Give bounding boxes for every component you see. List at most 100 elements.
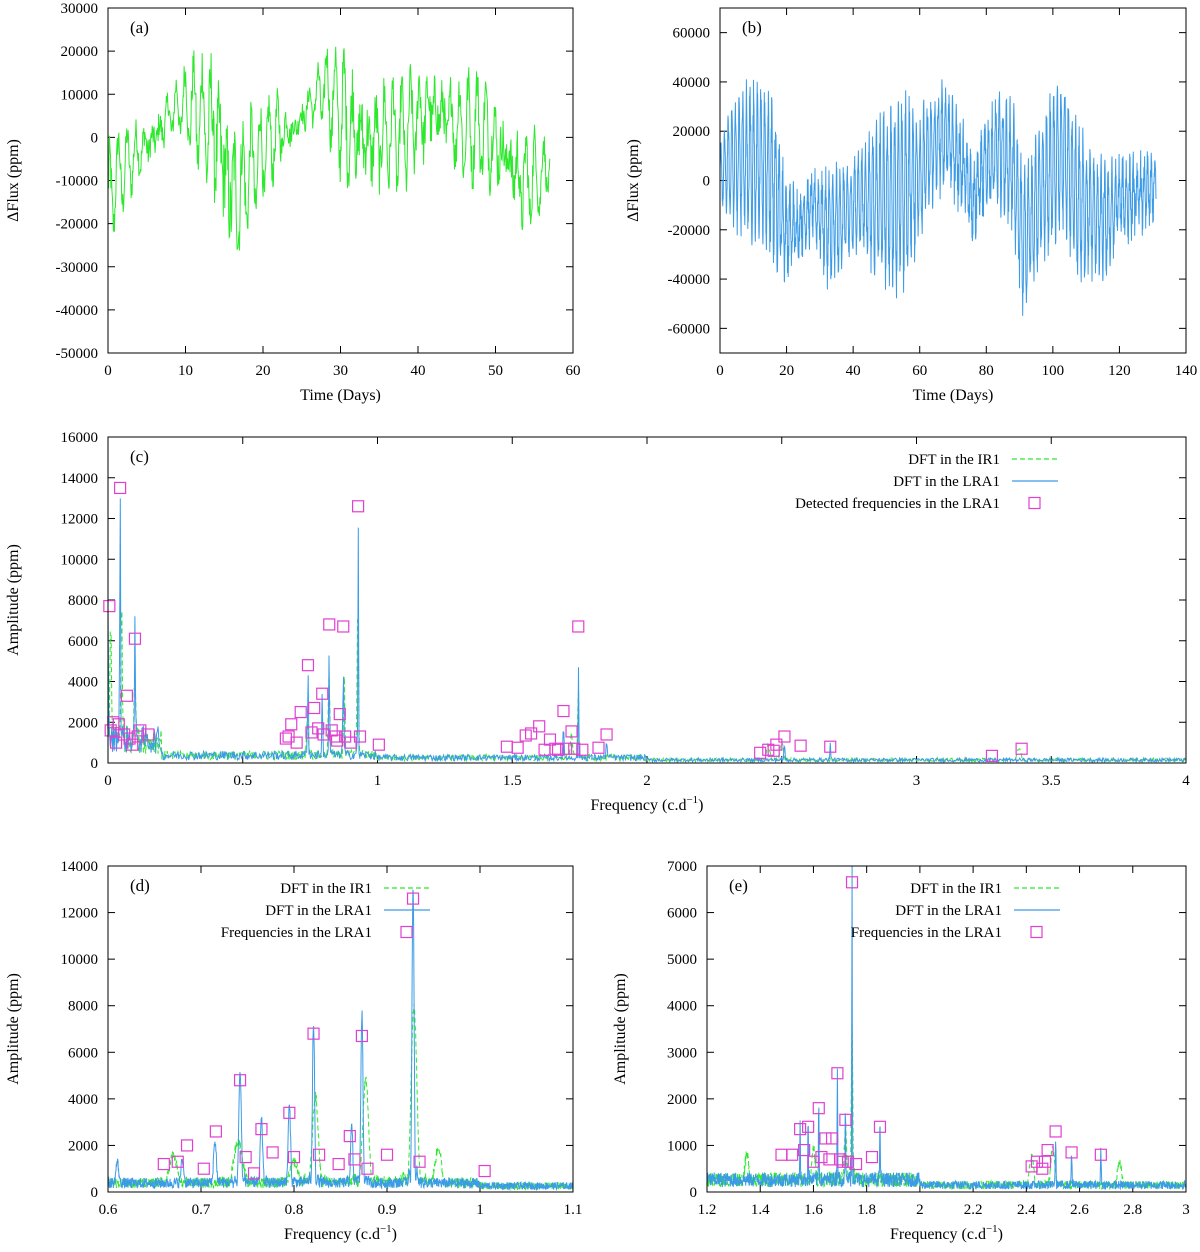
y-tick-label: 60000 <box>673 26 711 42</box>
x-tick-label: 20 <box>779 363 794 379</box>
y-tick-label: 6000 <box>68 1045 98 1061</box>
frequency-marker <box>798 1143 811 1157</box>
series-c-dft-ir1 <box>108 611 1186 763</box>
y-axis-label: Amplitude (ppm) <box>5 544 22 656</box>
y-tick-label: 14000 <box>61 859 99 875</box>
frequency-marker <box>413 1155 426 1168</box>
y-tick-label: 2000 <box>667 1092 697 1108</box>
x-axis-label-end: ) <box>998 1226 1003 1243</box>
frequency-marker <box>1049 1125 1062 1138</box>
y-tick-label: 0 <box>91 130 99 146</box>
x-tick-label: 2.5 <box>772 773 791 789</box>
x-axis-label: Frequency (c.d−1) <box>890 1223 1003 1243</box>
frequency-marker <box>351 500 365 513</box>
y-tick-label: 8000 <box>68 593 98 609</box>
frequency-marker <box>329 730 342 743</box>
frequency-marker <box>568 742 581 755</box>
frequency-marker <box>372 738 385 751</box>
y-tick-label: 20000 <box>673 124 711 140</box>
frequency-marker <box>572 620 585 633</box>
y-tick-label: 4000 <box>68 675 98 691</box>
frequency-marker <box>560 742 573 755</box>
frequency-marker <box>209 1125 222 1138</box>
y-tick-label: 10000 <box>61 552 99 568</box>
y-tick-label: -40000 <box>56 303 99 319</box>
frequency-marker <box>197 1162 210 1175</box>
frequency-marker <box>802 1120 815 1133</box>
y-tick-label: 16000 <box>61 430 99 446</box>
x-tick-label: 1.1 <box>564 1202 583 1218</box>
frequency-marker <box>831 1067 844 1080</box>
y-tick-label: 0 <box>91 1185 99 1201</box>
x-tick-label: 40 <box>411 363 426 379</box>
series-e-dft-lra1 <box>707 866 1186 1191</box>
series-a-light-curve <box>108 46 551 251</box>
x-tick-label: 0 <box>716 363 724 379</box>
frequency-marker <box>1065 1146 1078 1159</box>
frequency-marker <box>533 720 546 733</box>
y-tick-label: 6000 <box>68 634 98 650</box>
y-tick-label: -40000 <box>668 272 711 288</box>
frequency-marker <box>353 730 367 743</box>
series-d-dft-ir1 <box>108 1003 573 1191</box>
x-tick-label: 40 <box>846 363 861 379</box>
y-tick-label: 10000 <box>61 952 99 968</box>
frequency-marker <box>786 1148 799 1161</box>
frequency-marker <box>283 1106 296 1119</box>
y-tick-label: 2000 <box>68 715 98 731</box>
frequency-marker <box>985 749 999 762</box>
frequency-marker <box>355 1029 368 1043</box>
y-tick-label: 0 <box>690 1185 698 1201</box>
frequency-marker <box>767 744 780 757</box>
x-axis-label-sup: −1 <box>986 1223 998 1235</box>
frequency-marker <box>333 707 346 721</box>
frequency-marker <box>815 1150 828 1164</box>
x-axis-label: Frequency (c.d−1) <box>284 1223 397 1243</box>
frequency-marker <box>343 1130 356 1143</box>
frequency-marker <box>824 740 837 753</box>
panel-a-axes: 0 10 20 30 40 50 60 -50000 -40000 -30000 -20000 -10… <box>5 1 581 404</box>
series-b-light-curve <box>720 79 1157 316</box>
frequency-marker <box>812 1102 825 1115</box>
frequency-marker <box>114 481 127 495</box>
frequency-marker <box>294 705 307 719</box>
x-tick-label: 2 <box>643 773 651 789</box>
y-tick-label: -10000 <box>56 174 99 190</box>
x-tick-label: 30 <box>333 363 348 379</box>
detected-frequencies-c <box>103 481 1028 762</box>
y-axis-label: Amplitude (ppm) <box>5 973 22 1085</box>
frequency-marker <box>180 1139 194 1152</box>
y-tick-label: -20000 <box>56 217 99 233</box>
x-tick-label: 0 <box>104 363 112 379</box>
legend-entry: Detected frequencies in the LRA1 <box>795 496 1000 512</box>
x-axis-label-text: Frequency (c.d <box>590 797 686 814</box>
y-tick-label: 1000 <box>667 1138 697 1154</box>
y-tick-label: -30000 <box>56 260 99 276</box>
series-e-dft-ir1 <box>707 1024 1186 1191</box>
frequency-marker <box>770 738 783 751</box>
x-tick-label: 1.5 <box>503 773 522 789</box>
frequency-marker <box>266 1146 279 1159</box>
legend-swatch-square <box>1030 925 1043 939</box>
y-tick-label: 12000 <box>61 906 99 922</box>
frequency-marker <box>109 736 123 749</box>
frequency-marker <box>290 736 303 749</box>
frequency-marker <box>406 892 420 905</box>
frequency-marker <box>525 727 538 740</box>
panel-e-axes: 1.2 1.4 1.6 1.8 2 2.2 2.4 2.6 2.8 3 0 1000 2000 3000 4… <box>612 859 1190 1243</box>
frequency-marker <box>307 1027 320 1040</box>
frequency-marker <box>301 659 315 672</box>
x-tick-label: 80 <box>979 363 994 379</box>
y-tick-label: 6000 <box>667 906 697 922</box>
x-tick-label: 1 <box>476 1202 484 1218</box>
y-axis-label: Amplitude (ppm) <box>612 973 629 1085</box>
frequency-marker <box>794 739 807 752</box>
panel-a-frame <box>107 7 574 354</box>
x-axis-label: Frequency (c.d−1) <box>590 794 703 814</box>
x-axis-label-text: Time (Days) <box>913 387 994 404</box>
y-tick-label: 2000 <box>68 1138 98 1154</box>
frequency-marker <box>348 1153 361 1166</box>
frequency-marker <box>330 734 344 747</box>
x-axis-label-sup: −1 <box>380 1223 392 1235</box>
y-tick-label: 30000 <box>61 1 99 17</box>
